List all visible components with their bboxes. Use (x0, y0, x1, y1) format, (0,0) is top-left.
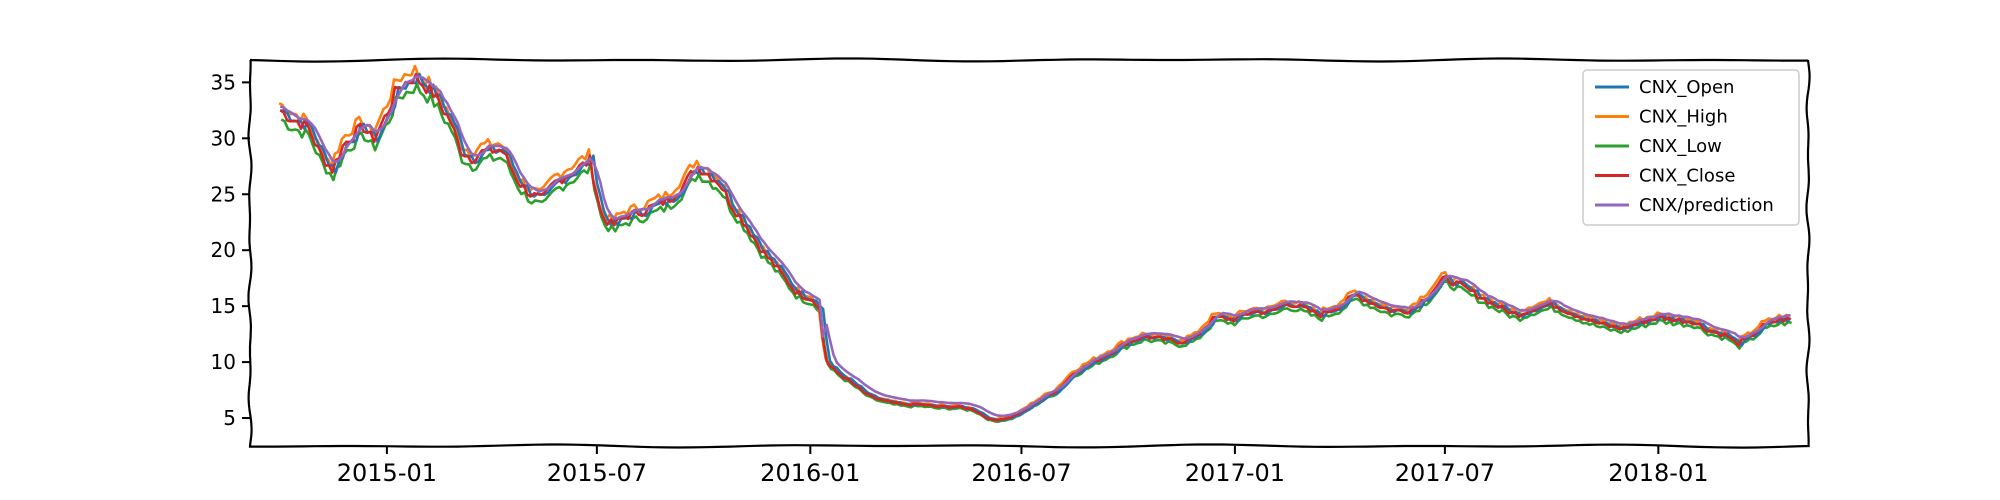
series-layer (278, 64, 1792, 423)
series-line-cnx-close (279, 72, 1792, 422)
x-tick-label: 2017-07 (1395, 459, 1495, 487)
y-tick-label: 5 (223, 406, 236, 430)
legend-label: CNX_High (1639, 107, 1728, 128)
y-tick-label: 25 (211, 182, 236, 206)
y-tick-label: 20 (211, 238, 236, 262)
y-tick-label: 10 (211, 350, 236, 374)
legend-label: CNX_Close (1639, 166, 1735, 187)
y-tick-label: 15 (211, 294, 236, 318)
y-tick-label: 35 (211, 70, 236, 94)
y-tick-label: 30 (211, 126, 236, 150)
legend-label: CNX_Low (1639, 136, 1722, 157)
legend-label: CNX_Open (1639, 77, 1734, 98)
x-axis: 2015-01 2015-07 2016-01 2016-07 2017-01 2017-… (337, 446, 1708, 487)
series-line-cnx-prediction (279, 75, 1791, 418)
legend: CNX_Open CNX_High CNX_Low CNX_Close CNX/pred… (1582, 69, 1800, 226)
series-line-cnx-high (278, 64, 1791, 421)
x-tick-label: 2015-01 (337, 459, 437, 487)
legend-label: CNX/prediction (1639, 195, 1774, 216)
x-tick-label: 2018-01 (1608, 459, 1708, 487)
legend-box (1582, 69, 1800, 226)
x-tick-label: 2017-01 (1185, 459, 1285, 487)
y-axis: 5 10 15 20 25 30 35 (211, 70, 250, 430)
x-tick-label: 2015-07 (547, 459, 647, 487)
series-line-cnx-open (280, 72, 1792, 422)
plot-frame (247, 57, 1811, 449)
x-tick-label: 2016-07 (971, 459, 1071, 487)
x-tick-label: 2016-01 (760, 459, 860, 487)
series-line-cnx-low (280, 82, 1792, 423)
